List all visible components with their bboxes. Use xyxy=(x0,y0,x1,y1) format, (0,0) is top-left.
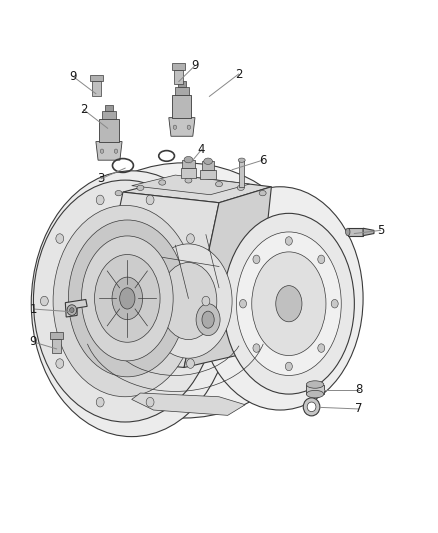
Text: 5: 5 xyxy=(377,224,384,237)
Ellipse shape xyxy=(33,180,217,422)
Polygon shape xyxy=(52,339,61,353)
Polygon shape xyxy=(177,82,186,87)
Ellipse shape xyxy=(238,158,245,163)
Ellipse shape xyxy=(68,220,186,377)
Ellipse shape xyxy=(187,125,191,130)
Ellipse shape xyxy=(95,255,160,342)
Text: 9: 9 xyxy=(30,335,37,349)
Polygon shape xyxy=(348,228,363,236)
Polygon shape xyxy=(99,119,119,142)
Ellipse shape xyxy=(114,149,118,154)
Polygon shape xyxy=(239,160,244,187)
Ellipse shape xyxy=(303,398,320,416)
Ellipse shape xyxy=(307,402,316,411)
Ellipse shape xyxy=(145,244,232,358)
Ellipse shape xyxy=(204,158,212,165)
Ellipse shape xyxy=(96,398,104,407)
Ellipse shape xyxy=(173,125,177,130)
Polygon shape xyxy=(50,333,63,339)
Ellipse shape xyxy=(146,195,154,205)
Ellipse shape xyxy=(237,185,244,190)
Ellipse shape xyxy=(253,255,260,264)
Ellipse shape xyxy=(286,362,292,370)
Polygon shape xyxy=(105,106,113,111)
Polygon shape xyxy=(90,75,103,82)
Ellipse shape xyxy=(137,185,144,190)
Ellipse shape xyxy=(318,255,325,264)
Ellipse shape xyxy=(31,171,232,437)
Polygon shape xyxy=(132,175,250,195)
Ellipse shape xyxy=(146,398,154,407)
Ellipse shape xyxy=(276,286,302,322)
Ellipse shape xyxy=(187,359,194,368)
Polygon shape xyxy=(202,161,214,169)
Text: 3: 3 xyxy=(97,172,105,185)
Ellipse shape xyxy=(49,163,319,418)
Ellipse shape xyxy=(160,263,217,340)
Polygon shape xyxy=(363,228,374,236)
Ellipse shape xyxy=(100,149,104,154)
Ellipse shape xyxy=(306,381,324,388)
Ellipse shape xyxy=(70,308,74,312)
Text: 2: 2 xyxy=(235,68,242,80)
Ellipse shape xyxy=(202,311,214,328)
Ellipse shape xyxy=(96,195,104,205)
Text: 8: 8 xyxy=(355,383,362,397)
Ellipse shape xyxy=(40,296,48,306)
Polygon shape xyxy=(92,82,101,96)
Ellipse shape xyxy=(197,187,363,410)
Ellipse shape xyxy=(223,213,354,394)
Polygon shape xyxy=(174,70,183,84)
Ellipse shape xyxy=(215,181,223,187)
Polygon shape xyxy=(65,300,87,317)
Ellipse shape xyxy=(196,304,220,336)
Polygon shape xyxy=(88,192,219,368)
Ellipse shape xyxy=(56,234,64,244)
Ellipse shape xyxy=(240,300,247,308)
Polygon shape xyxy=(132,393,245,415)
Polygon shape xyxy=(184,187,272,368)
Text: 1: 1 xyxy=(30,303,37,316)
Ellipse shape xyxy=(185,177,192,183)
Polygon shape xyxy=(169,118,195,136)
Ellipse shape xyxy=(237,232,341,375)
Ellipse shape xyxy=(159,180,166,185)
Ellipse shape xyxy=(202,296,210,306)
Polygon shape xyxy=(175,87,189,95)
Ellipse shape xyxy=(112,277,143,320)
Ellipse shape xyxy=(53,205,197,397)
Ellipse shape xyxy=(81,236,173,361)
Text: 6: 6 xyxy=(259,154,266,167)
Polygon shape xyxy=(172,63,185,70)
Ellipse shape xyxy=(346,228,350,236)
Polygon shape xyxy=(102,111,116,119)
Ellipse shape xyxy=(252,252,326,356)
Polygon shape xyxy=(200,169,216,179)
Text: 2: 2 xyxy=(80,103,88,116)
Polygon shape xyxy=(182,160,194,168)
Ellipse shape xyxy=(253,344,260,352)
Ellipse shape xyxy=(67,305,77,316)
Ellipse shape xyxy=(306,390,324,398)
Text: 9: 9 xyxy=(191,59,199,72)
Ellipse shape xyxy=(187,234,194,244)
Text: 7: 7 xyxy=(355,402,363,415)
Polygon shape xyxy=(172,95,191,118)
Ellipse shape xyxy=(120,288,135,309)
Polygon shape xyxy=(180,168,196,177)
Ellipse shape xyxy=(318,344,325,352)
Ellipse shape xyxy=(286,237,292,245)
Ellipse shape xyxy=(56,359,64,368)
Ellipse shape xyxy=(184,157,193,163)
Ellipse shape xyxy=(115,190,122,196)
Polygon shape xyxy=(96,142,122,160)
Ellipse shape xyxy=(331,300,338,308)
Ellipse shape xyxy=(259,190,266,196)
Text: 9: 9 xyxy=(69,70,77,83)
Polygon shape xyxy=(306,384,324,394)
Text: 4: 4 xyxy=(198,143,205,156)
Polygon shape xyxy=(123,176,272,203)
